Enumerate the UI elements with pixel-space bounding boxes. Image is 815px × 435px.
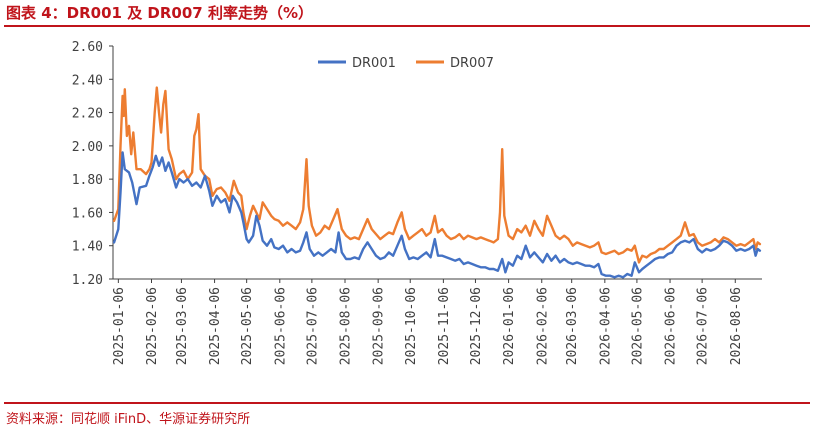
legend-label-dr007: DR007 xyxy=(450,56,494,71)
y-tick-label: 2.40 xyxy=(72,73,103,88)
x-tick-label: 2025-12-06 xyxy=(469,287,484,365)
x-tick-label: 2026-04-06 xyxy=(598,287,613,365)
x-tick-label: 2025-07-06 xyxy=(305,287,320,365)
y-tick-label: 1.40 xyxy=(72,240,103,255)
legend: DR001 DR007 xyxy=(318,56,494,71)
line-chart: 1.20 1.40 1.60 1.80 2.00 2.20 2.40 2.60 2025-01… xyxy=(72,40,762,365)
x-axis: 2025-01-06 2025-02-06 2025-03-06 2025-04-06… xyxy=(112,278,762,365)
chart-title: 图表 4：DR001 及 DR007 利率走势（%） xyxy=(6,4,313,22)
x-tick-label: 2025-03-06 xyxy=(175,287,190,365)
source-note: 资料来源：同花顺 iFinD、华源证券研究所 xyxy=(6,412,251,427)
x-tick-label: 2025-09-06 xyxy=(372,287,387,365)
x-tick-label: 2026-05-06 xyxy=(630,287,645,365)
x-tick-label: 2025-05-06 xyxy=(240,287,255,365)
y-axis: 1.20 1.40 1.60 1.80 2.00 2.20 2.40 2.60 xyxy=(72,40,114,288)
x-tick-label: 2025-10-06 xyxy=(404,287,419,365)
x-tick-label: 2026-02-06 xyxy=(535,287,550,365)
x-tick-label: 2026-03-06 xyxy=(565,287,580,365)
x-tick-label: 2025-01-06 xyxy=(112,287,127,365)
series-layer xyxy=(112,86,762,279)
x-tick-label: 2026-08-06 xyxy=(729,287,744,365)
series-line-dr007 xyxy=(112,86,762,264)
x-tick-label: 2026-06-06 xyxy=(664,287,679,365)
y-tick-label: 2.20 xyxy=(72,107,103,122)
x-tick-label: 2025-02-06 xyxy=(145,287,160,365)
x-tick-label: 2025-11-06 xyxy=(437,287,452,365)
y-tick-label: 1.80 xyxy=(72,173,103,188)
legend-label-dr001: DR001 xyxy=(352,56,396,71)
x-tick-label: 2026-01-06 xyxy=(502,287,517,365)
series-line-dr001 xyxy=(112,151,762,279)
x-tick-label: 2025-04-06 xyxy=(208,287,223,365)
source-divider xyxy=(4,402,810,404)
y-tick-label: 1.60 xyxy=(72,206,103,221)
y-tick-label: 1.20 xyxy=(72,273,103,288)
y-tick-label: 2.00 xyxy=(72,140,103,155)
x-tick-label: 2025-08-06 xyxy=(339,287,354,365)
y-tick-label: 2.60 xyxy=(72,40,103,55)
x-tick-label: 2025-06-06 xyxy=(273,287,288,365)
title-divider xyxy=(4,25,810,27)
x-tick-label: 2026-07-06 xyxy=(696,287,711,365)
